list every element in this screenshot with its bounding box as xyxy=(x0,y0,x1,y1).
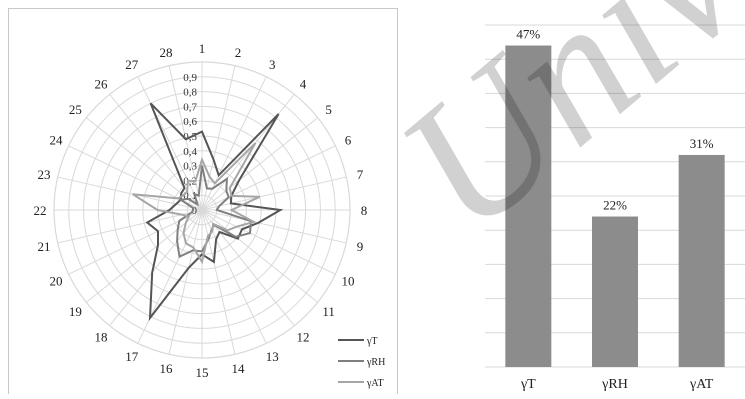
radar-category-label: 13 xyxy=(266,349,279,364)
radar-category-label: 19 xyxy=(69,304,82,319)
radar-spoke xyxy=(201,65,236,211)
radar-category-label: 18 xyxy=(94,330,107,345)
radar-spoke xyxy=(201,209,319,303)
radar-series-line xyxy=(132,142,261,265)
radar-category-label: 24 xyxy=(50,133,64,148)
radar-spoke xyxy=(201,209,347,244)
radar-spoke xyxy=(85,209,203,303)
radar-category-label: 17 xyxy=(125,349,139,364)
radar-category-label: 27 xyxy=(125,57,139,72)
radar-spoke xyxy=(201,117,319,211)
radar-category-label: 10 xyxy=(341,273,354,288)
radar-category-label: 26 xyxy=(94,76,108,91)
radar-category-label: 22 xyxy=(34,203,47,218)
radar-chart-panel: 1 2 3 4 5 6 7 8 9 10 11 12 13 14 15 16 17 18 19 20 21 22 23 24 2… xyxy=(8,8,398,394)
radar-category-label: 16 xyxy=(159,361,173,376)
radar-category-label: 1 xyxy=(199,41,206,56)
radar-spoke xyxy=(201,209,236,355)
radar-spoke xyxy=(201,176,347,211)
radar-spoke xyxy=(201,209,336,275)
radar-tick-label: 0,9 xyxy=(183,72,197,84)
radar-spoke xyxy=(201,93,295,211)
radar-category-label: 7 xyxy=(357,167,364,182)
radar-category-label: 25 xyxy=(69,102,82,117)
radar-category-label: 6 xyxy=(345,133,352,148)
radar-category-label: 20 xyxy=(50,273,63,288)
radar-category-label: 28 xyxy=(159,45,172,60)
radar-tick-label: 0,3 xyxy=(183,161,197,173)
legend-entry: γAT xyxy=(366,378,384,389)
radar-category-label: 2 xyxy=(235,45,242,60)
radar-spoke xyxy=(168,209,203,355)
radar-category-label: 12 xyxy=(297,330,310,345)
radar-category-label: 3 xyxy=(269,57,276,72)
bar-data-label: 31% xyxy=(690,136,714,151)
radar-grid xyxy=(53,61,351,359)
bar xyxy=(592,216,638,367)
bar-data-label: 47% xyxy=(516,27,540,42)
radar-category-label: 14 xyxy=(232,361,246,376)
radar-category-label: 23 xyxy=(38,167,51,182)
radar-spoke xyxy=(109,209,203,327)
radar-spoke xyxy=(137,209,203,344)
radar-category-label: 5 xyxy=(325,102,332,117)
bar xyxy=(505,45,552,368)
bar-data-label: 22% xyxy=(603,198,627,213)
radar-category-label: 8 xyxy=(361,203,368,218)
radar-legend: γT γRH γAT xyxy=(338,336,385,389)
radar-tick-label: 0,8 xyxy=(183,87,197,99)
bar-category-label: γAT xyxy=(689,377,714,392)
radar-category-label: 11 xyxy=(322,304,335,319)
radar-series-line xyxy=(176,165,253,259)
radar-spoke xyxy=(201,209,295,327)
radar-tick-label: 0,4 xyxy=(183,146,197,158)
radar-category-label: 4 xyxy=(300,76,307,91)
radar-tick-label: 0,6 xyxy=(183,116,197,128)
legend-entry: γT xyxy=(366,336,378,347)
bar-category-label: γRH xyxy=(601,377,628,392)
radar-spoke xyxy=(57,176,203,211)
radar-spoke xyxy=(57,209,203,244)
radar-tick-label: 0,7 xyxy=(183,101,197,113)
radar-spoke xyxy=(201,145,336,211)
bar xyxy=(678,154,725,367)
radar-category-label: 21 xyxy=(38,239,51,254)
radar-category-label: 15 xyxy=(196,365,209,380)
radar-tick-label: 0 xyxy=(192,205,198,217)
bar-chart-panel: 47% γT 22% γRH 31% γAT xyxy=(455,0,745,394)
radar-chart: 1 234567891011121314151617181920212223242… xyxy=(34,41,386,389)
bar-chart: 47% γT 22% γRH 31% γAT xyxy=(485,24,745,392)
bar-category-label: γT xyxy=(520,377,536,392)
legend-entry: γRH xyxy=(366,357,385,368)
radar-category-label: 9 xyxy=(357,239,364,254)
radar-spoke xyxy=(137,76,203,211)
radar-chart-frame xyxy=(8,8,398,394)
